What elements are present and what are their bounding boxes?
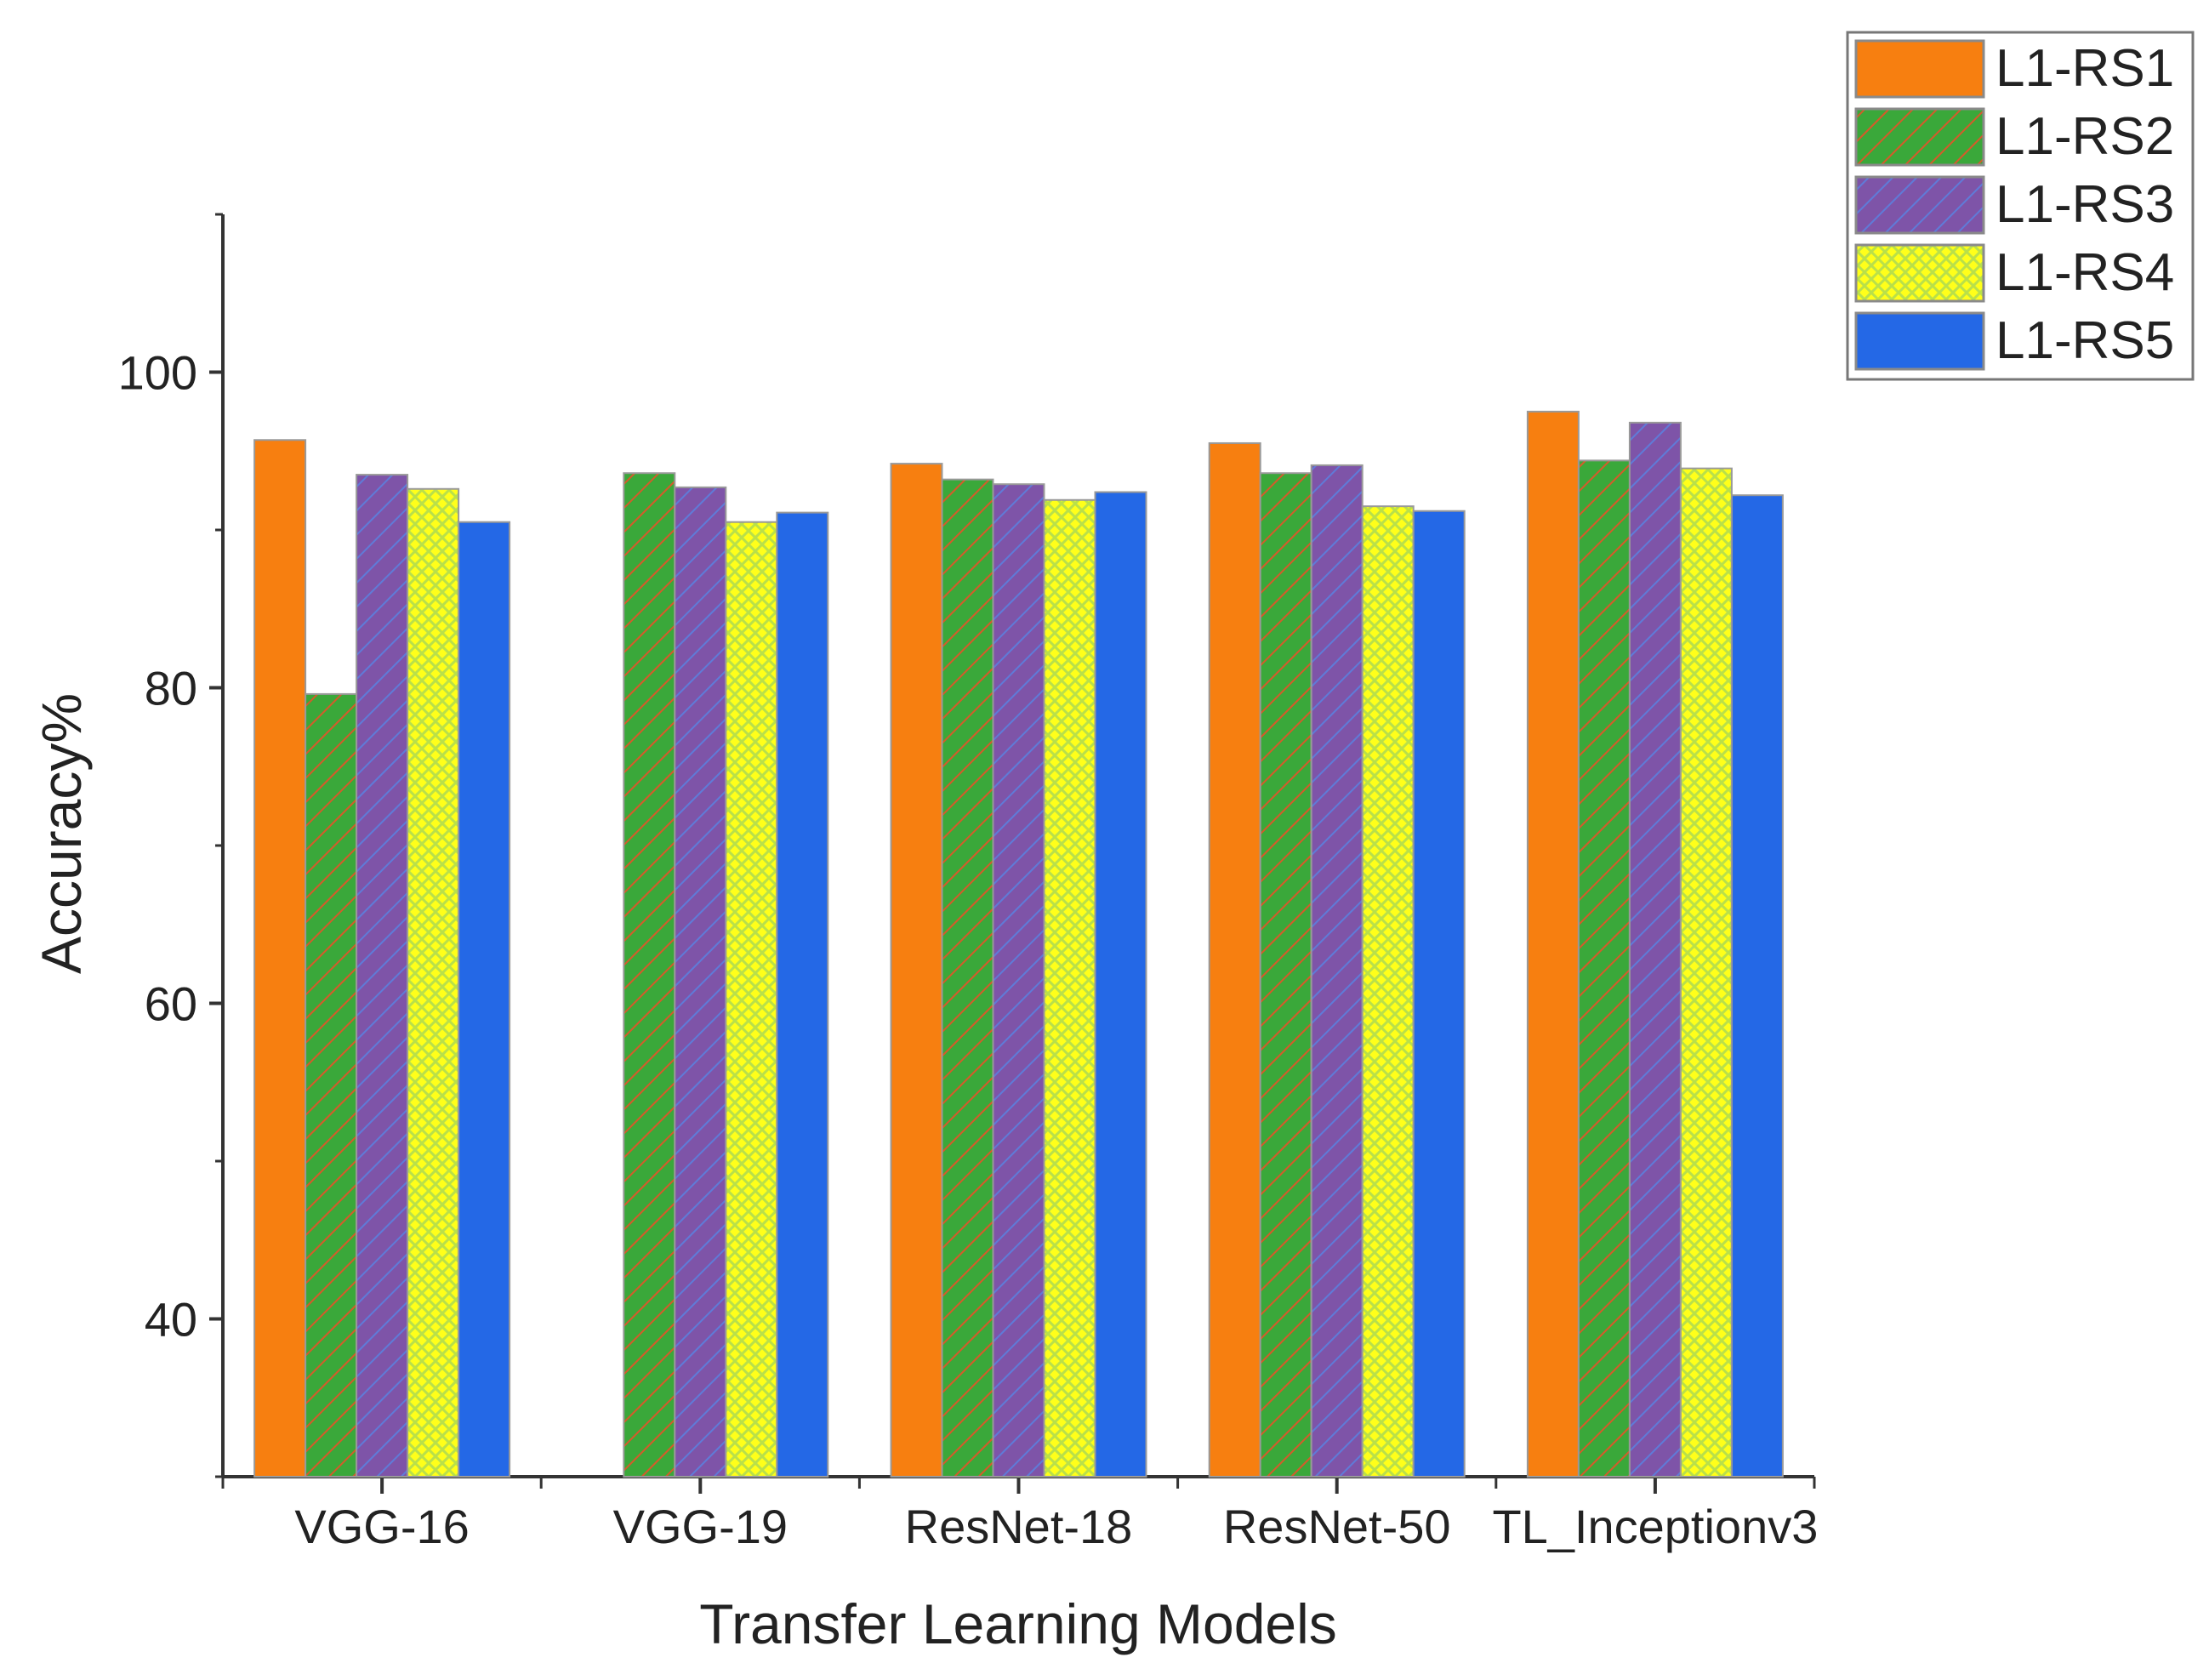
x-axis-title: Transfer Learning Models (699, 1592, 1337, 1655)
y-tick-label: 80 (145, 662, 197, 715)
legend-swatch (1854, 107, 1985, 167)
bar (1679, 467, 1733, 1478)
legend-label: L1-RS3 (1996, 175, 2174, 234)
bar (1412, 510, 1466, 1478)
y-tick-label: 40 (145, 1293, 197, 1347)
bar (253, 439, 307, 1478)
x-axis-ticks: VGG-16 VGG-19 ResNet-18 ResNet-50 TL_Incepti… (221, 1477, 1818, 1553)
bar (674, 486, 727, 1478)
bar (1577, 459, 1631, 1478)
bar (1259, 472, 1312, 1478)
bar (992, 483, 1045, 1478)
legend-swatch (1854, 175, 1985, 235)
legend-swatch (1854, 39, 1985, 99)
y-tick-label: 100 (118, 346, 197, 400)
x-tick-label: ResNet-18 (905, 1500, 1133, 1553)
bar-series (253, 410, 1784, 1478)
bar (1094, 491, 1147, 1478)
x-tick-label: VGG-19 (613, 1500, 788, 1553)
legend-label: L1-RS4 (1996, 243, 2174, 302)
bar (1628, 421, 1682, 1478)
bar (941, 478, 994, 1478)
bar (1730, 494, 1784, 1478)
legend-swatch (1854, 311, 1985, 371)
legend-swatch (1854, 243, 1985, 303)
legend-label: L1-RS5 (1996, 311, 2174, 370)
y-axis-title: Accuracy% (30, 693, 93, 974)
bar (356, 474, 409, 1478)
bar (725, 521, 778, 1478)
legend-label: L1-RS2 (1996, 107, 2174, 166)
bar (458, 521, 511, 1478)
bar (1310, 464, 1364, 1478)
bar (623, 472, 676, 1478)
bar (305, 692, 358, 1478)
bar (1361, 505, 1415, 1478)
x-tick-label: ResNet-50 (1223, 1500, 1451, 1553)
bar (1526, 410, 1580, 1478)
bar (890, 463, 943, 1478)
legend-label: L1-RS1 (1996, 39, 2174, 98)
bar (776, 511, 829, 1478)
legend: L1-RS1 L1-RS2 L1-RS3 L1-RS4 L1-RS5 (1846, 31, 2195, 381)
bar (1043, 498, 1096, 1478)
bar (407, 487, 460, 1478)
x-tick-label: TL_Inceptionv3 (1492, 1500, 1818, 1553)
x-tick-label: VGG-16 (294, 1500, 469, 1553)
y-tick-label: 60 (145, 977, 197, 1031)
bar (1208, 441, 1261, 1478)
y-axis-ticks: 40 60 80 100 (118, 213, 223, 1478)
